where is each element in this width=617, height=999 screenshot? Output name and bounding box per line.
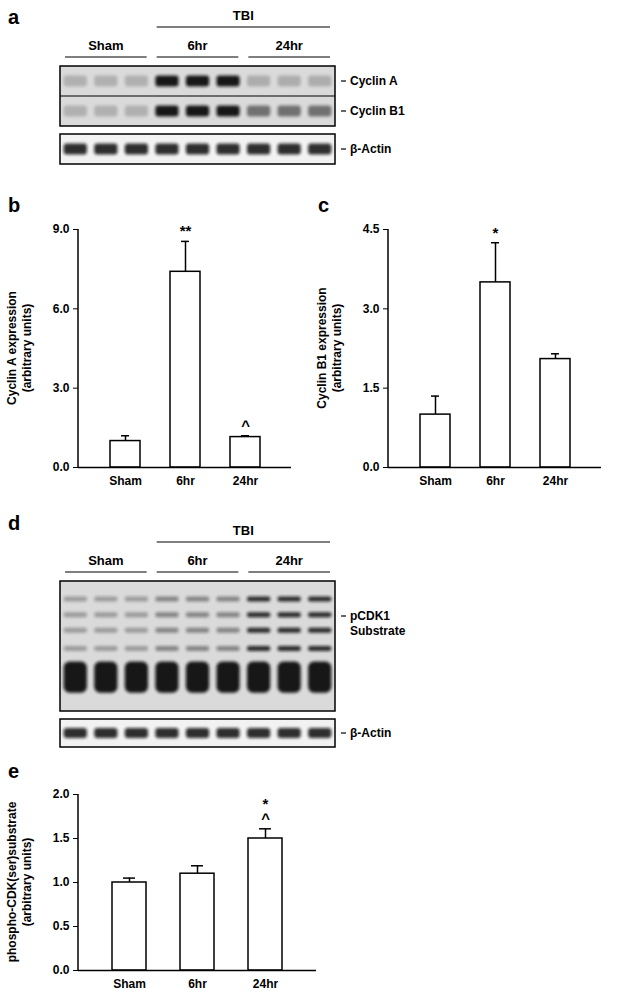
svg-text:^: ^ [241,417,250,434]
svg-text:(arbitrary units): (arbitrary units) [330,304,344,393]
svg-text:0.0: 0.0 [363,460,380,474]
svg-text:6.0: 6.0 [53,302,70,316]
svg-text:β-Actin: β-Actin [350,142,391,156]
svg-text:3.0: 3.0 [53,381,70,395]
svg-text:a: a [8,6,20,28]
svg-text:Sham: Sham [419,474,452,488]
svg-text:Cyclin B1 expression: Cyclin B1 expression [315,287,329,408]
svg-text:24hr: 24hr [275,38,302,53]
svg-text:0.5: 0.5 [53,919,70,933]
svg-text:phospho-CDK(ser)substrate: phospho-CDK(ser)substrate [5,801,19,962]
svg-text:Sham: Sham [88,553,123,568]
svg-text:Sham: Sham [88,38,123,53]
svg-text:*: * [493,224,499,241]
svg-text:24hr: 24hr [233,474,259,488]
svg-text:3.0: 3.0 [363,302,380,316]
svg-text:b: b [8,194,20,216]
svg-text:Substrate: Substrate [350,624,406,638]
svg-text:0.0: 0.0 [53,963,70,977]
svg-text:pCDK1: pCDK1 [350,609,390,623]
svg-text:d: d [8,512,20,534]
svg-text:24hr: 24hr [275,553,302,568]
svg-text:1.5: 1.5 [53,831,70,845]
svg-text:Sham: Sham [109,474,142,488]
svg-text:6hr: 6hr [176,474,195,488]
svg-text:c: c [318,194,329,216]
svg-text:9.0: 9.0 [53,222,70,236]
svg-text:*^: *^ [261,795,270,827]
svg-text:(arbitrary units): (arbitrary units) [20,838,34,927]
svg-text:24hr: 24hr [253,977,279,991]
svg-text:Cyclin A: Cyclin A [350,74,398,88]
svg-text:4.5: 4.5 [363,222,380,236]
svg-text:1.0: 1.0 [53,875,70,889]
svg-text:Sham: Sham [113,977,146,991]
svg-text:6hr: 6hr [188,977,207,991]
svg-text:Cyclin A expression: Cyclin A expression [5,291,19,405]
svg-text:e: e [8,760,19,782]
svg-text:0.0: 0.0 [53,460,70,474]
svg-text:6hr: 6hr [187,38,207,53]
svg-text:TBI: TBI [233,523,254,538]
svg-text:24hr: 24hr [543,474,569,488]
svg-text:2.0: 2.0 [53,787,70,801]
svg-text:1.5: 1.5 [363,381,380,395]
svg-text:Cyclin B1: Cyclin B1 [350,104,405,118]
svg-text:β-Actin: β-Actin [350,726,391,740]
svg-text:TBI: TBI [233,8,254,23]
svg-text:6hr: 6hr [187,553,207,568]
svg-text:6hr: 6hr [486,474,505,488]
svg-text:**: ** [180,222,192,239]
svg-text:(arbitrary units): (arbitrary units) [20,304,34,393]
